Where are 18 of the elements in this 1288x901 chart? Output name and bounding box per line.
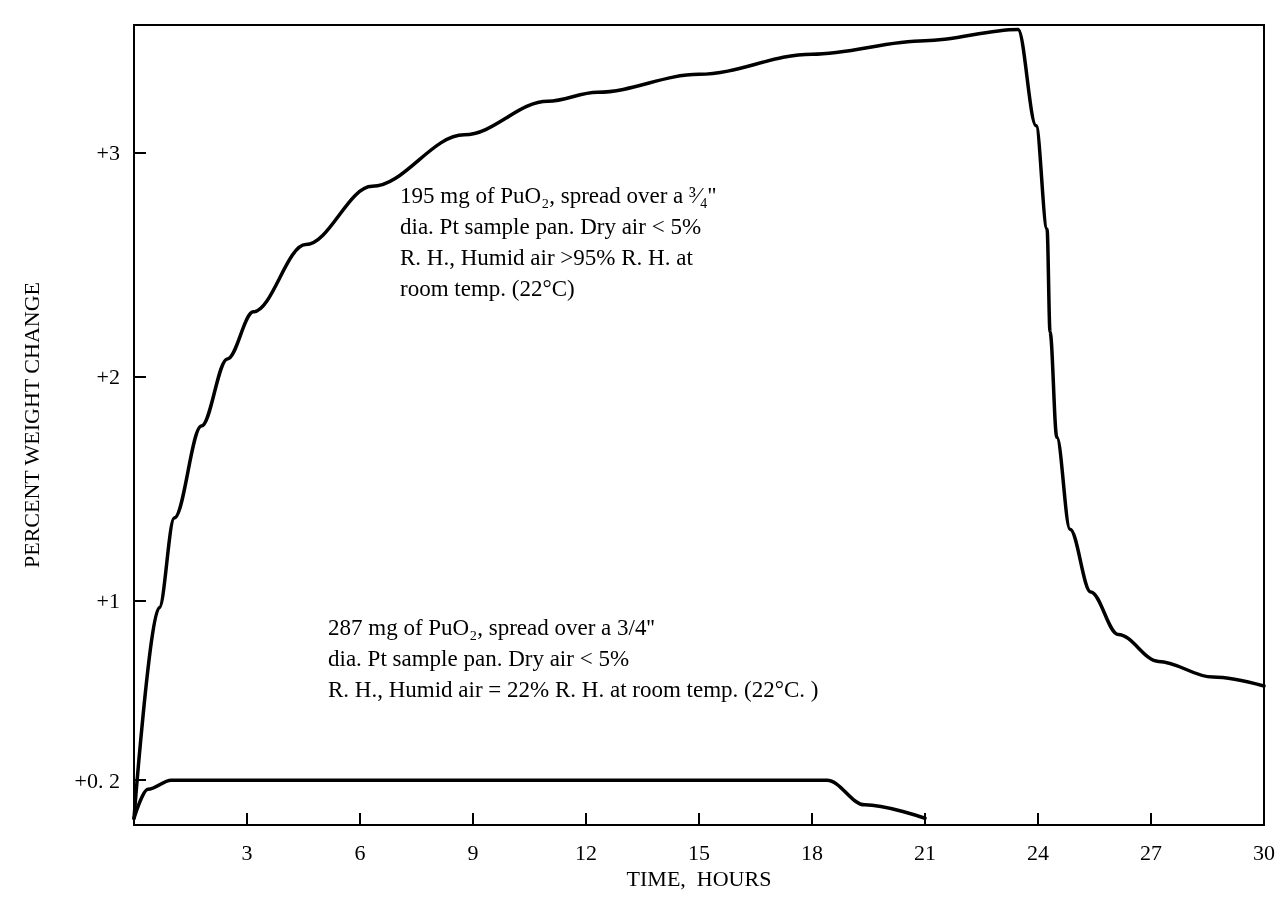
x-axis-title: TIME, HOURS [626,866,772,892]
y-tick-label: +2 [96,364,120,390]
x-tick-label: 21 [914,839,936,865]
x-tick-label: 3 [241,839,253,865]
x-tick-label: 12 [575,839,597,865]
y-tick-label: +0. 2 [74,767,120,793]
y-tick-label: +1 [96,588,120,614]
x-tick-label: 15 [688,839,710,865]
x-tick-label: 24 [1027,839,1049,865]
x-tick-label: 18 [801,839,823,865]
annotation: 287 mg of PuO₂, spread over a 3/4'' dia. Pt sample pan. Dry air < 5% R. H., Humid air = 22% R. H. at room temp. (22°C. ) [328,615,819,702]
x-tick-label: 6 [354,839,366,865]
x-tick-label: 9 [467,839,479,865]
x-tick-label: 27 [1140,839,1162,865]
annotation: 195 mg of PuO₂, spread over a ³⁄₄'' dia. Pt sample pan. Dry air < 5% R. H., Humid air >95% R. H. at room temp. (22°C) [400,183,722,301]
y-axis-title: PERCENT WEIGHT CHANGE [18,282,44,568]
x-tick-label: 30 [1253,839,1275,865]
y-tick-label: +3 [96,140,120,166]
